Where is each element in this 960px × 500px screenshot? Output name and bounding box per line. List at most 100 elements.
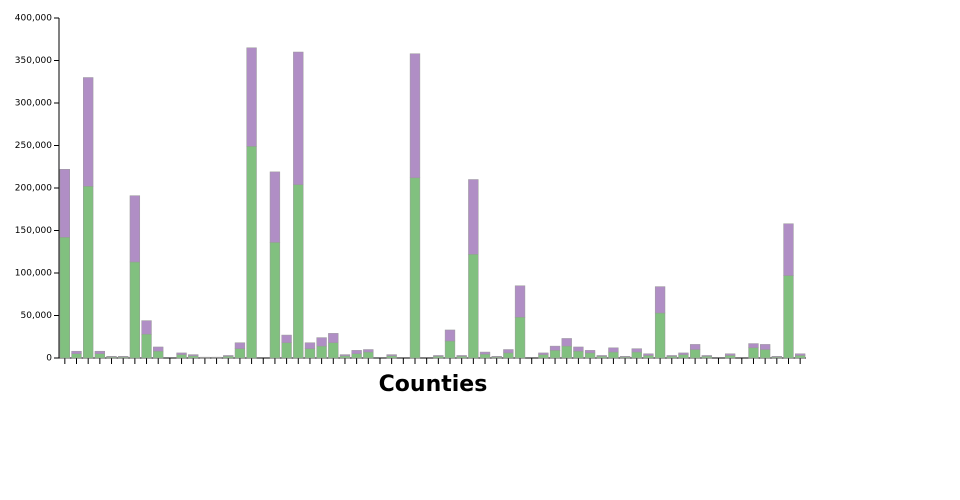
bar-segment bbox=[596, 356, 607, 359]
bar-segment bbox=[339, 354, 351, 357]
bar-segment bbox=[631, 348, 642, 353]
bar-segment bbox=[584, 352, 596, 359]
bar-segment bbox=[654, 286, 666, 314]
bar-segment bbox=[281, 334, 292, 343]
bar-segment bbox=[759, 344, 771, 350]
bar-segment bbox=[83, 77, 94, 187]
bar-segment bbox=[479, 351, 491, 355]
bar-segment bbox=[503, 349, 514, 354]
bar-segment bbox=[118, 356, 129, 358]
bar-segment bbox=[596, 355, 607, 357]
bar-segment bbox=[479, 353, 491, 359]
bar-segment bbox=[223, 355, 234, 357]
bar-segment bbox=[129, 195, 141, 263]
y-tick-label: 100,000 bbox=[15, 269, 52, 279]
bar-segment bbox=[456, 355, 467, 357]
bar-segment bbox=[771, 356, 782, 358]
bar-segment bbox=[409, 177, 421, 359]
bar-segment bbox=[339, 355, 351, 359]
bar-segment bbox=[316, 337, 327, 347]
bar-segment bbox=[106, 356, 117, 358]
bar-segment bbox=[433, 356, 444, 359]
bar-segment bbox=[83, 186, 94, 359]
bar-segment bbox=[246, 47, 257, 147]
bar-segment bbox=[409, 53, 421, 179]
bar-segment bbox=[433, 355, 444, 357]
bar-segment bbox=[608, 347, 619, 353]
bar-segment bbox=[783, 223, 794, 276]
bar-segment bbox=[678, 354, 689, 359]
bar-segment bbox=[666, 356, 677, 359]
bar-segment bbox=[363, 349, 374, 353]
bar-segment bbox=[223, 356, 234, 359]
bar-segment bbox=[654, 312, 666, 359]
bar-segment bbox=[643, 355, 654, 359]
bar-segment bbox=[141, 333, 152, 359]
bar-segment bbox=[351, 350, 362, 355]
bar-segment bbox=[561, 345, 572, 359]
bar-segment bbox=[269, 242, 281, 359]
bar-segment bbox=[689, 349, 701, 359]
bar-segment bbox=[94, 353, 106, 359]
bar-segment bbox=[281, 342, 292, 359]
bar-segment bbox=[538, 354, 549, 359]
bar-segment bbox=[153, 346, 164, 352]
bar-segment bbox=[386, 355, 397, 359]
bar-segment bbox=[293, 184, 304, 359]
bar-segment bbox=[468, 179, 479, 255]
bar-segment bbox=[234, 348, 246, 359]
bar-segment bbox=[724, 355, 736, 359]
bar-segment bbox=[549, 345, 561, 351]
y-tick-label: 250,000 bbox=[15, 141, 52, 151]
bar-segment bbox=[514, 316, 526, 359]
bar-segment bbox=[304, 342, 316, 349]
bar-segment bbox=[444, 340, 456, 359]
y-tick-label: 200,000 bbox=[15, 184, 52, 194]
bar-segment bbox=[94, 350, 106, 355]
bar-segment bbox=[188, 355, 199, 359]
bar-segment bbox=[608, 351, 619, 359]
bar-segment bbox=[59, 237, 70, 359]
bar-segment bbox=[153, 350, 164, 359]
x-axis-label: Counties bbox=[379, 372, 488, 397]
bar-segment bbox=[631, 351, 642, 359]
bar-segment bbox=[514, 285, 526, 318]
bar-segment bbox=[701, 356, 712, 359]
bar-segment bbox=[71, 350, 82, 355]
bar-segment bbox=[795, 353, 806, 356]
bar-segment bbox=[304, 348, 316, 359]
bar-segment bbox=[71, 353, 82, 359]
y-tick-label: 50,000 bbox=[21, 311, 53, 321]
bar-segment bbox=[468, 254, 479, 359]
bar-segment bbox=[643, 353, 654, 356]
bar-segment bbox=[795, 355, 806, 359]
bar-segment bbox=[234, 342, 246, 349]
bar-segment bbox=[538, 352, 549, 355]
y-tick-label: 300,000 bbox=[15, 99, 52, 109]
bar-segment bbox=[129, 261, 141, 359]
bar-segment bbox=[666, 355, 677, 357]
bar-segment bbox=[59, 169, 70, 238]
y-tick-label: 150,000 bbox=[15, 226, 52, 236]
bar-segment bbox=[748, 347, 759, 359]
bar-segment bbox=[783, 275, 794, 359]
bar-segment bbox=[748, 343, 759, 349]
bar-segment bbox=[176, 354, 187, 359]
bar-segment bbox=[678, 352, 689, 355]
bar-segment bbox=[689, 344, 701, 350]
bar-segment bbox=[724, 353, 736, 356]
bar-segment bbox=[293, 51, 304, 185]
bar-segment bbox=[619, 356, 631, 358]
bar-segment bbox=[561, 338, 572, 347]
bar-segment bbox=[549, 350, 561, 359]
bar-segment bbox=[316, 345, 327, 359]
bar-segment bbox=[328, 342, 339, 359]
bar-segment bbox=[584, 350, 596, 354]
bar-segment bbox=[759, 349, 771, 359]
y-tick-label: 0 bbox=[46, 354, 52, 364]
bar-segment bbox=[351, 353, 362, 359]
bar-segment bbox=[246, 146, 257, 359]
y-tick-label: 400,000 bbox=[15, 14, 52, 24]
bar-segment bbox=[573, 346, 584, 352]
